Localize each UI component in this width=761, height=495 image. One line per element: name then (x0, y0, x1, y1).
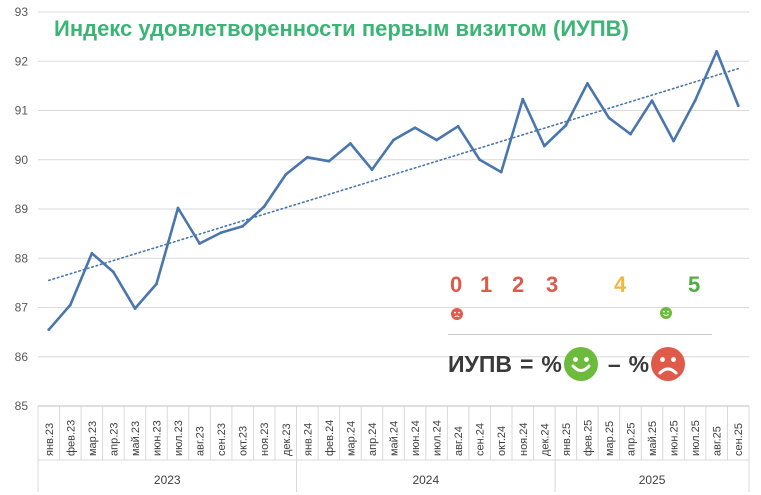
x-tick-label: июл.24 (432, 420, 444, 456)
data-point (68, 303, 72, 307)
score-3-label: 3 (546, 272, 559, 297)
data-point (435, 138, 438, 142)
score-0-label: 0 (450, 272, 463, 297)
score-5-label: 5 (688, 272, 701, 297)
x-tick-label: авг.25 (712, 426, 724, 456)
x-tick-label: окт.24 (496, 426, 508, 456)
data-point (305, 155, 309, 159)
x-tick-label: дек.23 (281, 423, 293, 456)
y-tick-label: 87 (15, 301, 29, 315)
x-tick-label: май.23 (130, 421, 142, 456)
x-tick-label: июн.24 (410, 420, 422, 456)
y-tick-label: 90 (15, 153, 29, 167)
formula-equals: = (519, 350, 534, 377)
data-point (155, 282, 158, 286)
y-tick-label: 86 (15, 350, 29, 364)
formula-minus: – (607, 350, 621, 377)
x-tick-label: ноя.24 (518, 423, 530, 456)
data-point (715, 50, 719, 53)
x-tick-label: янв.24 (302, 423, 314, 456)
x-tick-label: янв.23 (44, 423, 56, 456)
x-tick-label: сен.25 (733, 423, 745, 456)
small-happy-face-icon (660, 307, 672, 319)
happy-face-icon (563, 347, 598, 381)
data-point (133, 307, 137, 310)
x-tick-label: июл.25 (690, 420, 702, 456)
score-1-label: 1 (480, 272, 493, 297)
x-tick-label: дек.24 (539, 423, 551, 456)
score-4-label: 4 (614, 272, 627, 297)
data-point (607, 116, 611, 120)
trendline (47, 67, 740, 282)
x-tick-label: авг.23 (195, 426, 207, 456)
data-point (219, 231, 223, 235)
x-tick-label: июл.23 (173, 420, 185, 456)
year-label: 2024 (412, 473, 439, 487)
data-point (672, 139, 675, 143)
data-point (456, 124, 460, 128)
x-tick-label: мар.23 (87, 421, 99, 456)
x-tick-label: сен.24 (475, 423, 487, 456)
y-tick-label: 89 (15, 202, 29, 216)
data-point (650, 99, 654, 103)
x-tick-label: фев.23 (65, 420, 77, 456)
y-tick-label: 85 (15, 399, 29, 413)
x-tick-label: окт.23 (238, 426, 250, 456)
x-tick-label: фев.25 (582, 420, 594, 456)
data-point (112, 270, 115, 274)
legend-divider (448, 334, 712, 335)
data-point (736, 104, 740, 107)
formula-percent-positive: % (541, 350, 562, 377)
x-tick-label: мар.24 (345, 421, 357, 456)
data-point (262, 205, 266, 208)
y-tick-label: 92 (15, 54, 29, 68)
data-point (241, 224, 245, 228)
data-point (586, 82, 589, 85)
x-tick-label: авг.24 (453, 426, 465, 456)
data-point (349, 142, 352, 145)
year-label: 2025 (639, 473, 666, 487)
data-point (413, 126, 417, 130)
data-point (629, 132, 632, 136)
x-tick-label: янв.25 (561, 423, 573, 456)
formula-name: ИУПВ (448, 350, 512, 377)
data-point (47, 328, 51, 332)
data-point (478, 158, 482, 162)
data-point (176, 206, 180, 210)
x-tick-label: ноя.23 (259, 423, 271, 456)
x-tick-label: сен.23 (216, 423, 228, 456)
data-point (198, 242, 201, 245)
x-tick-label: май.24 (389, 421, 401, 456)
data-point (284, 173, 288, 176)
x-tick-label: мар.25 (604, 421, 616, 456)
x-tick-label: май.25 (647, 421, 659, 456)
chart-title: Индекс удовлетворенности первым визитом … (54, 16, 629, 41)
score-2-label: 2 (512, 272, 525, 297)
formula: ИУПВ = % – % (448, 346, 687, 382)
data-point (542, 144, 546, 148)
data-point (521, 97, 525, 101)
y-tick-label: 93 (15, 5, 29, 19)
data-point (327, 159, 331, 163)
x-tick-label: апр.23 (108, 423, 120, 456)
data-point (499, 170, 503, 174)
x-tick-label: июн.25 (669, 420, 681, 456)
y-tick-label: 88 (15, 251, 29, 265)
x-tick-label: фев.24 (324, 420, 336, 456)
rating-legend: 0 1 2 3 4 5 ИУПВ = % – % (446, 266, 716, 386)
y-tick-label: 91 (15, 104, 29, 118)
x-tick-label: апр.24 (367, 423, 379, 456)
data-point (564, 123, 568, 127)
data-point (693, 99, 697, 103)
data-point (370, 168, 374, 172)
year-label: 2023 (154, 473, 181, 487)
data-point (90, 251, 94, 255)
sad-face-icon (651, 347, 686, 381)
small-sad-face-icon (451, 308, 463, 320)
formula-percent-negative: % (628, 350, 650, 377)
x-tick-label: апр.25 (626, 423, 638, 456)
x-tick-label: июн.23 (152, 420, 164, 456)
data-point (392, 138, 395, 142)
